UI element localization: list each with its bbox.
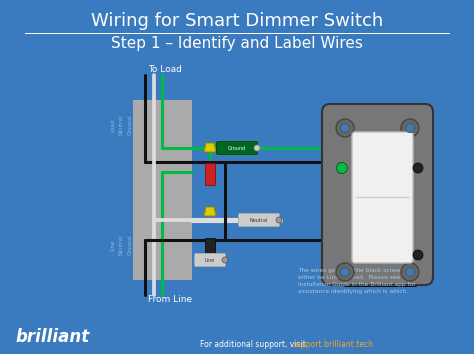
Text: Neutral: Neutral	[118, 235, 124, 255]
Text: For additional support, visit: For additional support, visit	[200, 340, 308, 349]
Text: From Line: From Line	[148, 295, 192, 304]
Circle shape	[336, 263, 354, 281]
Text: Ground: Ground	[128, 115, 133, 135]
Circle shape	[340, 268, 349, 276]
Text: Ground: Ground	[228, 145, 246, 150]
Polygon shape	[204, 207, 216, 216]
Text: Wiring for Smart Dimmer Switch: Wiring for Smart Dimmer Switch	[91, 12, 383, 30]
FancyBboxPatch shape	[217, 142, 257, 154]
Text: Line: Line	[110, 239, 116, 251]
Text: To Load: To Load	[148, 65, 182, 74]
Text: Neutral: Neutral	[250, 217, 268, 223]
Text: Ground: Ground	[128, 235, 133, 255]
FancyBboxPatch shape	[322, 104, 433, 285]
Text: support.brilliant.tech: support.brilliant.tech	[293, 340, 374, 349]
Circle shape	[401, 119, 419, 137]
Text: The wires going to the black screws will
either be Line or Load.  Please see the: The wires going to the black screws will…	[298, 268, 416, 294]
Text: Step 1 – Identify and Label Wires: Step 1 – Identify and Label Wires	[111, 36, 363, 51]
FancyBboxPatch shape	[238, 213, 280, 227]
Circle shape	[405, 268, 414, 276]
Circle shape	[254, 145, 260, 151]
Circle shape	[222, 257, 228, 263]
Polygon shape	[204, 143, 216, 152]
FancyBboxPatch shape	[194, 253, 226, 267]
Circle shape	[413, 163, 423, 173]
Circle shape	[413, 250, 423, 260]
Circle shape	[405, 124, 414, 132]
Bar	[133, 100, 192, 280]
Circle shape	[276, 217, 282, 223]
FancyBboxPatch shape	[352, 132, 413, 263]
Text: brilliant: brilliant	[15, 328, 89, 346]
Text: Neutral: Neutral	[118, 115, 124, 135]
Circle shape	[337, 162, 347, 173]
Circle shape	[340, 124, 349, 132]
Circle shape	[336, 119, 354, 137]
Bar	[205, 163, 215, 185]
Text: Line: Line	[205, 257, 215, 263]
Circle shape	[401, 263, 419, 281]
Bar	[205, 238, 215, 256]
Text: Load: Load	[110, 118, 116, 132]
